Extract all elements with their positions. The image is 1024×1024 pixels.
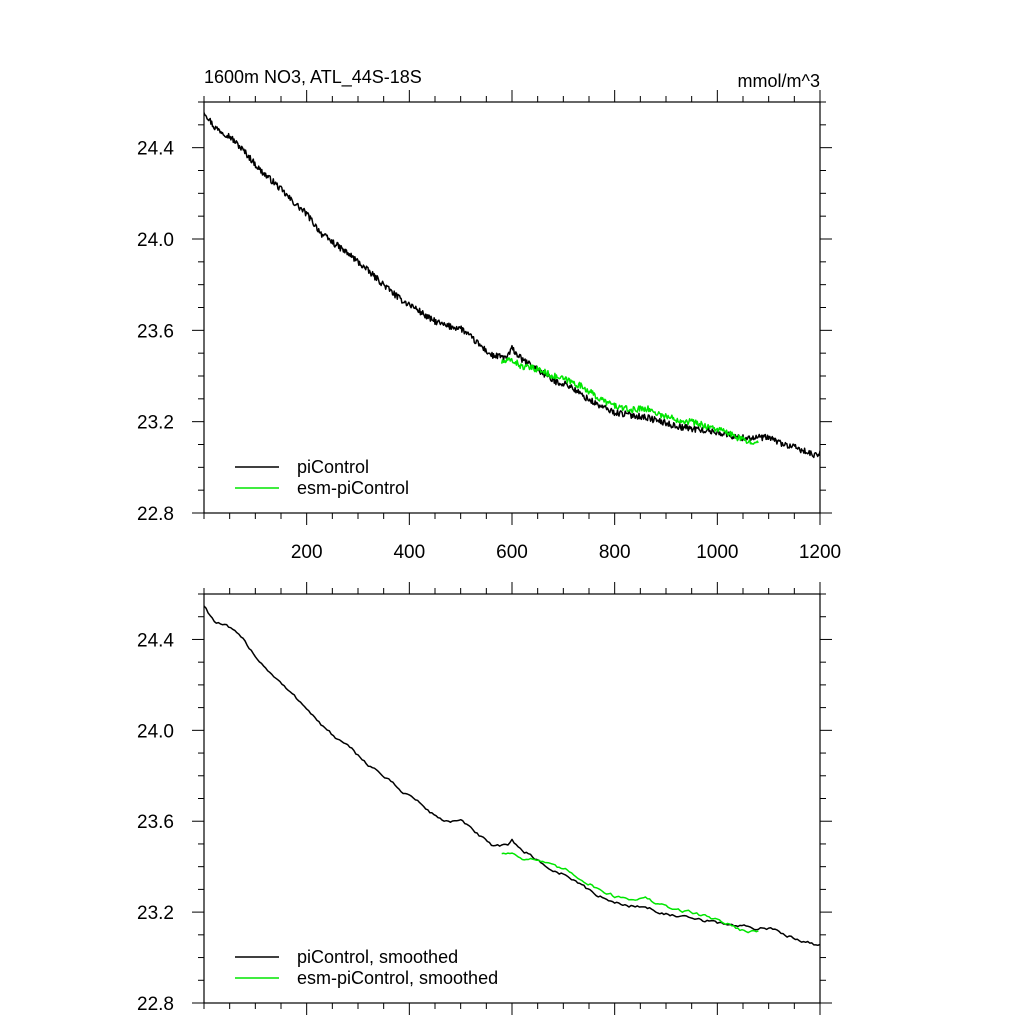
x-tick-label: 1000 (696, 542, 738, 563)
legend-label: esm-piControl (297, 478, 409, 498)
x-tick-label: 200 (291, 542, 323, 563)
x-tick-label: 400 (393, 542, 425, 563)
series-line-esm-picontrol-smoothed (501, 852, 759, 934)
y-tick-label: 22.8 (137, 504, 174, 525)
x-tick-label: 800 (599, 542, 631, 563)
y-tick-label: 23.6 (137, 321, 174, 342)
legend-label: piControl, smoothed (297, 947, 458, 967)
legend-label: piControl (297, 457, 369, 477)
plot-frame (203, 593, 821, 1004)
series-line-esm-picontrol (500, 357, 759, 445)
top-panel: 22.8 23.2 23.6 24.0 24.4 200 400 600 800 1000 1200… (137, 67, 841, 563)
y-tick-label: 22.8 (137, 994, 174, 1015)
legend-label: esm-piControl, smoothed (297, 968, 498, 988)
series-line-picontrol-smoothed (204, 605, 820, 947)
y-tick-label: 24.0 (137, 230, 174, 251)
bottom-panel: 22.8 23.2 23.6 24.0 24.4 piControl, smoothede… (137, 582, 832, 1015)
y-tick-label: 24.0 (137, 721, 174, 742)
y-tick-label: 23.6 (137, 812, 174, 833)
plot-frame (203, 101, 821, 514)
series-line-picontrol (204, 112, 820, 459)
y-tick-label: 24.4 (137, 139, 174, 160)
x-tick-label: 1200 (799, 542, 841, 563)
y-tick-label: 24.4 (137, 630, 174, 651)
units-label: mmol/m^3 (738, 71, 820, 91)
y-tick-label: 23.2 (137, 413, 174, 434)
y-tick-label: 23.2 (137, 903, 174, 924)
chart-title: 1600m NO3, ATL_44S-18S (204, 67, 422, 88)
x-tick-label: 600 (496, 542, 528, 563)
